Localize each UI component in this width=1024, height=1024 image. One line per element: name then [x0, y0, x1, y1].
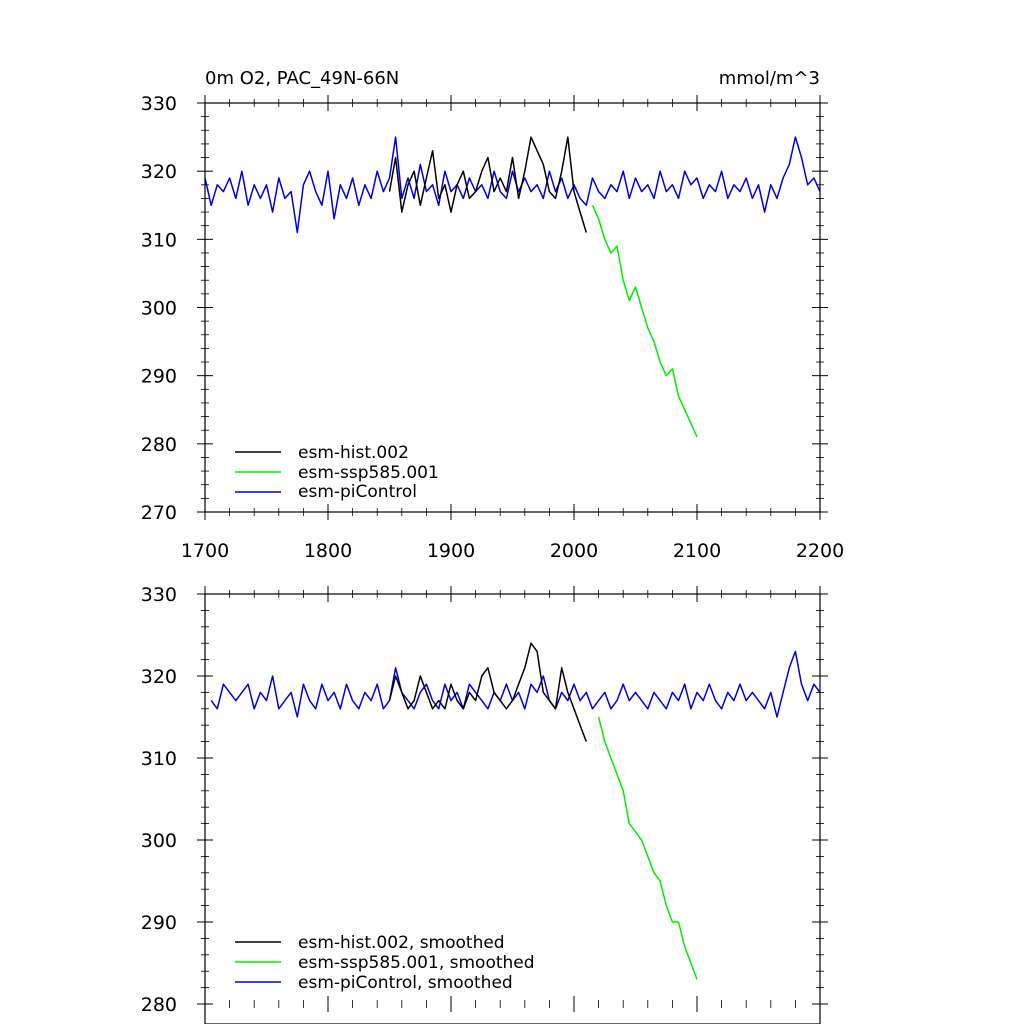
- legend-label-hist-smoothed: esm-hist.002, smoothed: [298, 933, 505, 953]
- top-ytick-label: 290: [141, 366, 177, 388]
- bottom-panel: 280 290 300 310 320 330 esm-hist.002, smoothe…: [141, 584, 828, 1024]
- top-axis-ticks: 270 280 290 300 310 320 330 1700 1800 1900 2000 210…: [141, 93, 844, 562]
- top-ytick-label: 330: [141, 93, 177, 115]
- bottom-ytick-label: 300: [141, 830, 177, 852]
- bottom-series-line-esm-hist-002-smoothed: [388, 642, 588, 742]
- bottom-ytick-label: 330: [141, 584, 177, 606]
- legend-label-ssp: esm-ssp585.001: [298, 463, 439, 483]
- top-title: 0m O2, PAC_49N-66N: [205, 68, 399, 89]
- top-ytick-label: 310: [141, 229, 177, 251]
- top-xtick-label: 2200: [796, 540, 844, 562]
- bottom-axis-ticks: 280 290 300 310 320 330: [141, 584, 828, 1016]
- bottom-plot-lines: [210, 642, 821, 980]
- top-legend: esm-hist.002 esm-ssp585.001 esm-piContro…: [235, 443, 439, 502]
- top-xtick-label: 2000: [550, 540, 598, 562]
- top-series-line-esm-hist-002: [388, 136, 588, 233]
- top-xtick-label: 1800: [304, 540, 352, 562]
- bottom-ytick-label: 310: [141, 748, 177, 770]
- legend-label-hist: esm-hist.002: [298, 443, 409, 463]
- bottom-legend: esm-hist.002, smoothed esm-ssp585.001, s…: [235, 933, 535, 993]
- top-xtick-label: 2100: [673, 540, 721, 562]
- bottom-ytick-label: 320: [141, 666, 177, 688]
- bottom-plot-frame: [204, 593, 821, 1024]
- legend-label-pi-smoothed: esm-piControl, smoothed: [298, 973, 513, 993]
- legend-label-ssp-smoothed: esm-ssp585.001, smoothed: [298, 953, 535, 973]
- legend-label-pi: esm-piControl: [298, 482, 417, 502]
- top-xtick-label: 1900: [427, 540, 475, 562]
- bottom-ytick-label: 290: [141, 912, 177, 934]
- top-plot-frame: [204, 102, 821, 513]
- top-ytick-label: 300: [141, 298, 177, 320]
- top-series-line-esm-picontrol: [204, 136, 821, 234]
- top-ytick-label: 280: [141, 434, 177, 456]
- top-ytick-label: 270: [141, 502, 177, 524]
- top-panel: 0m O2, PAC_49N-66N mmol/m^3 270 280 290 300…: [141, 68, 844, 562]
- top-plot-lines: [204, 136, 821, 438]
- top-ytick-label: 320: [141, 161, 177, 183]
- top-series-line-esm-ssp585-001: [591, 204, 698, 438]
- bottom-series-line-esm-ssp585-001-smoothed: [597, 716, 698, 980]
- bottom-ytick-label: 280: [141, 994, 177, 1016]
- bottom-series-line-esm-picontrol-smoothed: [210, 650, 821, 718]
- top-xtick-label: 1700: [181, 540, 229, 562]
- top-units: mmol/m^3: [719, 68, 820, 89]
